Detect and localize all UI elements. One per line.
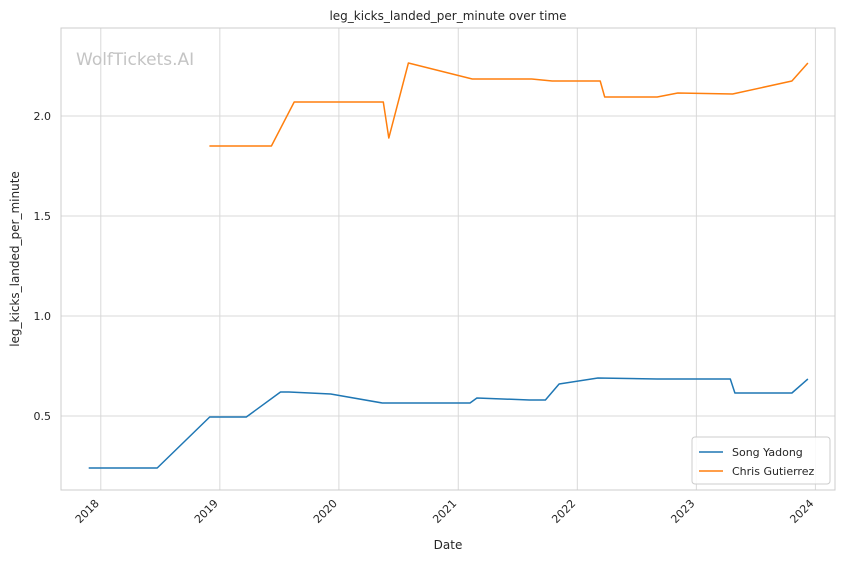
y-axis-label: leg_kicks_landed_per_minute: [8, 171, 22, 347]
plot-frame: [60, 27, 836, 491]
chart-title: leg_kicks_landed_per_minute over time: [329, 9, 566, 23]
x-tick-label: 2020: [311, 497, 340, 526]
y-tick-label: 2.0: [34, 110, 52, 123]
legend: Song Yadong Chris Gutierrez: [691, 436, 831, 485]
series-line-chris-gutierrez: [209, 62, 809, 147]
x-tick-label: 2021: [430, 497, 459, 526]
watermark: WolfTickets.AI: [76, 50, 194, 70]
x-tick-label: 2018: [73, 497, 102, 526]
x-tick-label: 2022: [549, 497, 578, 526]
y-tick-label: 0.5: [34, 410, 52, 423]
x-tick-label: 2024: [787, 497, 816, 526]
x-tick-label: 2023: [668, 497, 697, 526]
legend-label-song-yadong: Song Yadong: [732, 446, 803, 459]
series-lines: [88, 62, 809, 469]
grid: [61, 28, 835, 490]
y-tick-label: 1.5: [34, 210, 52, 223]
plot-background: [61, 28, 835, 490]
series-line-song-yadong: [88, 377, 809, 469]
y-tick-label: 1.0: [34, 310, 52, 323]
x-tick-label: 2019: [192, 497, 221, 526]
x-axis-label: Date: [434, 538, 463, 552]
legend-label-chris-gutierrez: Chris Gutierrez: [732, 465, 814, 478]
y-tick-labels: 0.5 1.0 1.5 2.0: [34, 110, 52, 423]
x-tick-labels: 2018 2019 2020 2021 2022 2023 2024: [73, 497, 817, 526]
legend-box: [691, 436, 831, 485]
